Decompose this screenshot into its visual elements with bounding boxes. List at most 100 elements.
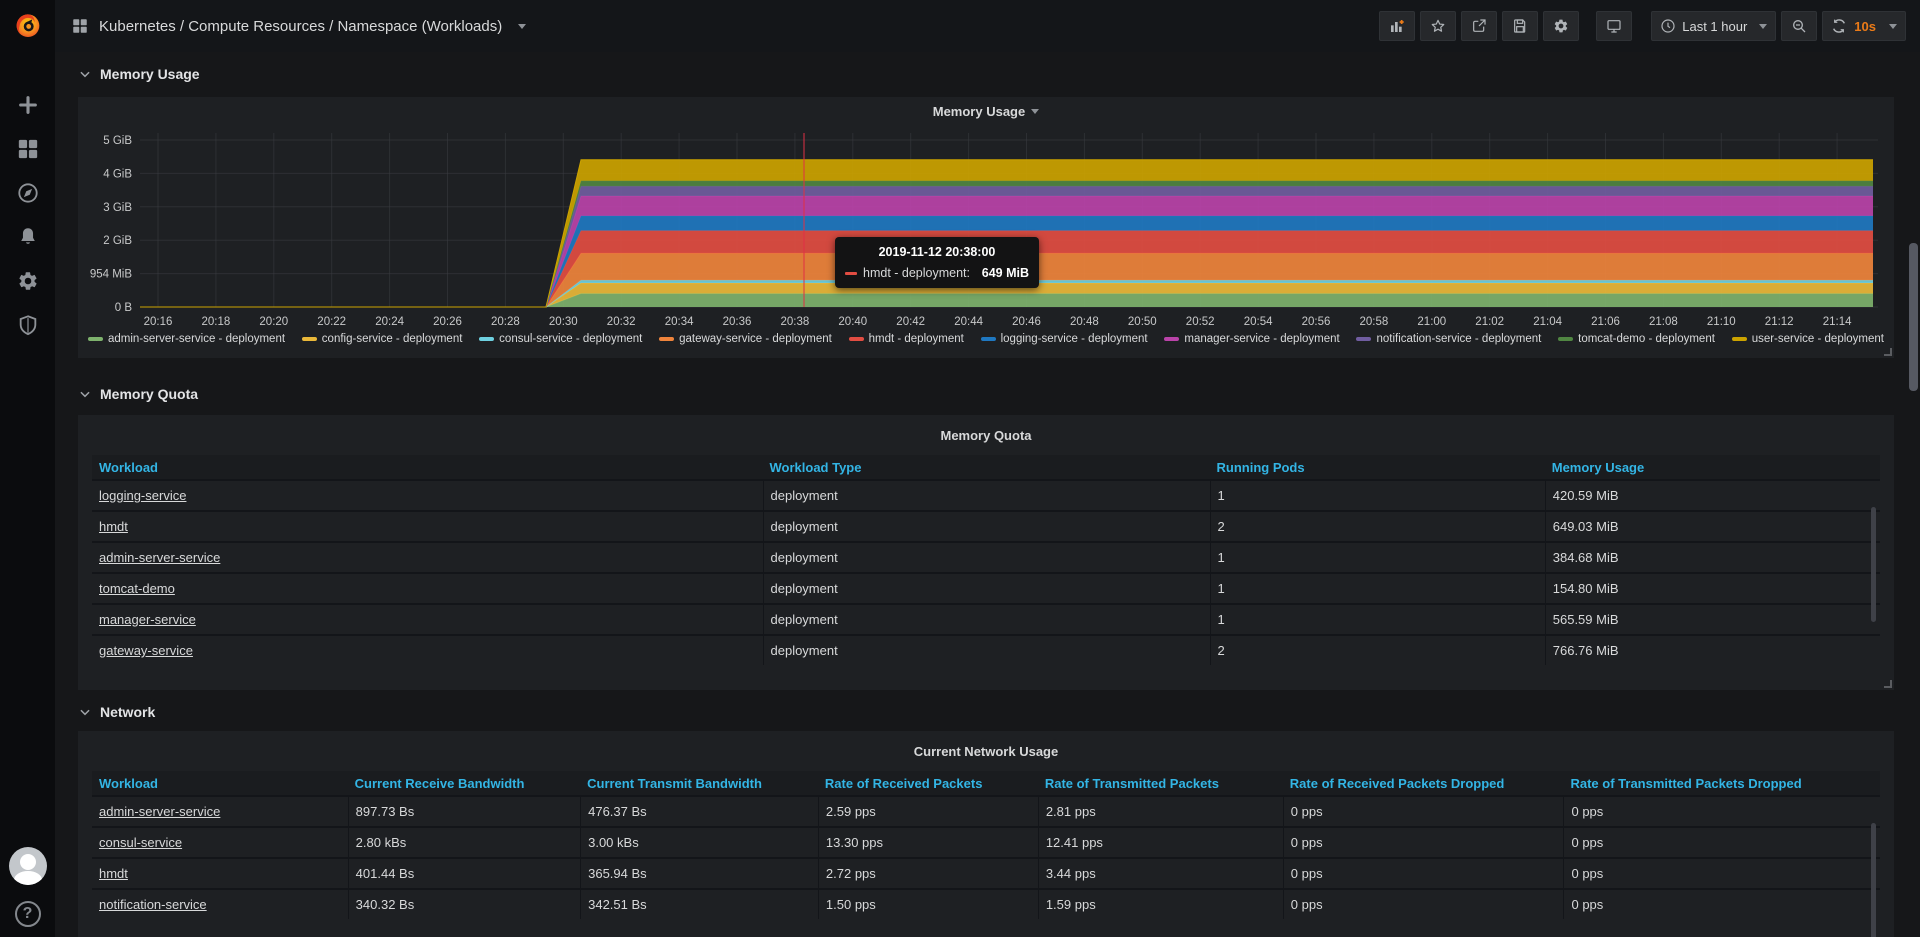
panel-title-text: Current Network Usage [913,743,1059,759]
workload-link[interactable]: admin-server-service [99,804,221,819]
panel-title-text: Memory Usage [932,103,1026,119]
share-button[interactable] [1461,11,1498,41]
section-title: Memory Quota [100,386,199,402]
panel-resize-handle[interactable] [1882,346,1892,356]
help-icon[interactable]: ? [14,901,41,927]
column-header[interactable]: Running Pods [1209,455,1545,479]
clock-icon [1660,18,1676,34]
table-cell: deployment [762,479,1210,510]
settings-gear-button[interactable] [1543,11,1580,41]
column-header[interactable]: Rate of Received Packets Dropped [1282,771,1564,795]
legend-item[interactable]: notification-service - deployment [1356,333,1541,345]
table-cell: deployment [762,634,1210,665]
table-scrollbar[interactable] [1871,823,1876,937]
workload-link[interactable]: logging-service [99,488,187,503]
legend-item[interactable]: admin-server-service - deployment [88,333,285,345]
workload-link[interactable]: hmdt [99,866,128,881]
table-cell: 1 [1209,603,1545,634]
tv-mode-button[interactable] [1596,11,1633,41]
x-axis-label: 20:50 [1128,316,1157,328]
legend-label: admin-server-service - deployment [108,333,286,345]
x-axis-label: 21:00 [1417,316,1446,328]
legend-item[interactable]: gateway-service - deployment [659,333,832,345]
refresh-interval-label: 10s [1854,18,1876,34]
table-cell: 2 [1209,634,1545,665]
table-cell: gateway-service [92,634,763,665]
dashboard-title-button[interactable]: Kubernetes / Compute Resources / Namespa… [71,17,527,35]
column-header[interactable]: Current Receive Bandwidth [347,771,581,795]
workload-link[interactable]: consul-service [99,835,183,850]
refresh-icon [1831,18,1847,34]
column-header[interactable]: Rate of Received Packets [817,771,1038,795]
section-header-network[interactable]: Network [78,698,1894,726]
legend-label: consul-service - deployment [499,333,643,345]
table-cell: 2.80 kBs [347,826,581,857]
legend-item[interactable]: tomcat-demo - deployment [1558,333,1715,345]
sidebar-nav [17,94,39,336]
user-avatar[interactable] [8,847,47,885]
column-header[interactable]: Memory Usage [1544,455,1880,479]
add-panel-button[interactable] [1379,11,1416,41]
legend-color-dash [848,337,864,341]
table-cell: 766.76 MiB [1544,634,1880,665]
table-cell: 0 pps [1282,795,1564,826]
zoom-out-button[interactable] [1781,11,1818,41]
legend-item[interactable]: logging-service - deployment [980,333,1148,345]
legend-item[interactable]: config-service - deployment [301,333,462,345]
x-axis-label: 21:12 [1765,316,1794,328]
section-header-memory-quota[interactable]: Memory Quota [78,380,1894,408]
x-axis-label: 20:42 [896,316,925,328]
server-admin-shield-icon[interactable] [17,314,39,336]
x-axis-label: 21:02 [1475,316,1504,328]
workload-link[interactable]: hmdt [99,519,128,534]
y-axis-label: 2 GiB [103,235,132,247]
chevron-down-icon [518,23,527,29]
workload-link[interactable]: manager-service [99,612,196,627]
memory-usage-chart[interactable]: 0 B 954 MiB 2 GiB 3 GiB 4 GiB 5 GiB 20:16 20:18… [78,125,1894,331]
workload-link[interactable]: notification-service [99,897,207,912]
column-header[interactable]: Workload [92,455,763,479]
panel-title-memory-usage[interactable]: Memory Usage [78,97,1894,125]
refresh-button[interactable]: 10s [1822,11,1906,41]
panel-resize-handle[interactable] [1882,678,1892,688]
star-button[interactable] [1420,11,1457,41]
save-button[interactable] [1502,11,1539,41]
table-cell: 3.44 pps [1037,857,1283,888]
y-axis-label: 0 B [115,302,133,314]
time-range-picker[interactable]: Last 1 hour [1651,11,1777,41]
table-cell: 0 pps [1563,857,1880,888]
memory-usage-panel: Memory Usage 0 B 954 MiB 2 GiB 3 GiB 4 GiB 5 … [78,97,1894,358]
legend-item[interactable]: consul-service - deployment [479,333,642,345]
navbar: Kubernetes / Compute Resources / Namespa… [55,0,1920,52]
workload-link[interactable]: tomcat-demo [99,581,175,596]
create-plus-icon[interactable] [17,94,39,116]
explore-compass-icon[interactable] [17,182,39,204]
y-axis-label: 3 GiB [103,202,132,214]
legend-color-dash [479,337,495,341]
table-cell: 0 pps [1282,857,1564,888]
table-cell: 0 pps [1282,888,1564,919]
table-scrollbar[interactable] [1871,507,1876,622]
configuration-gear-icon[interactable] [17,270,39,292]
panel-title-network[interactable]: Current Network Usage [78,731,1894,771]
legend-item[interactable]: hmdt - deployment [848,333,964,345]
column-header[interactable]: Rate of Transmitted Packets Dropped [1563,771,1880,795]
grafana-logo-icon[interactable] [11,8,45,42]
column-header[interactable]: Workload Type [762,455,1210,479]
x-axis-label: 20:34 [665,316,694,328]
column-header[interactable]: Current Transmit Bandwidth [580,771,818,795]
page-scrollbar[interactable] [1909,243,1918,391]
workload-link[interactable]: admin-server-service [99,550,221,565]
workload-link[interactable]: gateway-service [99,643,193,658]
dashboards-grid-icon[interactable] [17,138,39,160]
alerting-bell-icon[interactable] [17,226,39,248]
x-axis-label: 21:04 [1533,316,1562,328]
legend-item[interactable]: manager-service - deployment [1164,333,1340,345]
column-header[interactable]: Workload [92,771,348,795]
section-header-memory-usage[interactable]: Memory Usage [78,60,1894,88]
panel-title-memory-quota[interactable]: Memory Quota [78,415,1894,455]
column-header[interactable]: Rate of Transmitted Packets [1037,771,1283,795]
section-title: Memory Usage [100,66,200,82]
area-series [140,159,1873,307]
legend-item[interactable]: user-service - deployment [1731,333,1884,345]
